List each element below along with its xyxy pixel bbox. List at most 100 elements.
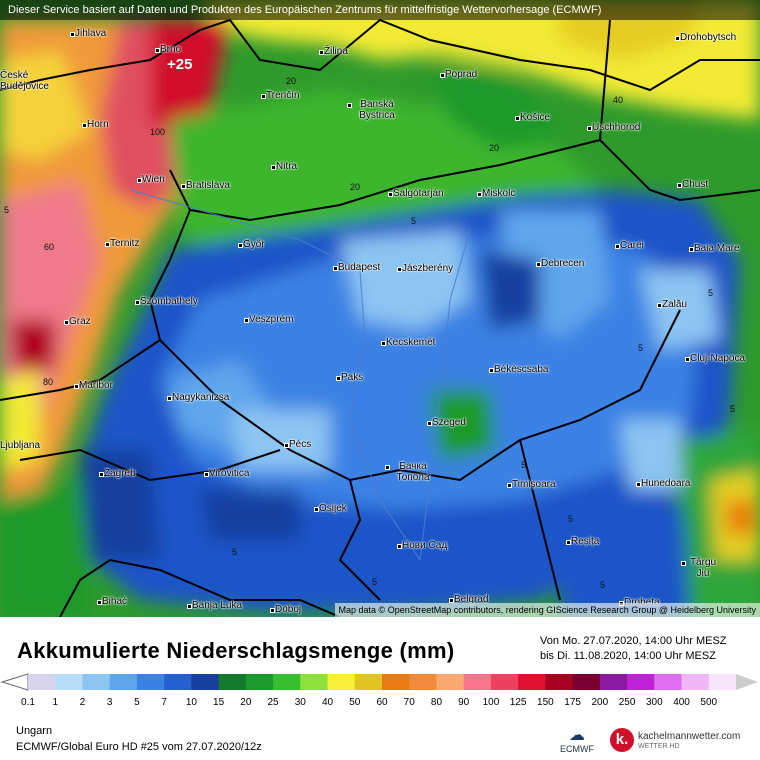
city-label: Paks — [335, 372, 364, 383]
city-label: Timișoara — [507, 479, 556, 490]
city-label: Zagreb — [99, 468, 136, 479]
scale-swatch — [273, 674, 301, 690]
scale-swatch — [164, 674, 192, 690]
city-label: Kecskemét — [380, 337, 436, 348]
isoline-label: 5 — [372, 577, 378, 587]
city-label: Békéscsaba — [488, 364, 549, 375]
scale-swatch — [518, 674, 546, 690]
isoline-label: 100 — [150, 127, 166, 137]
scale-tick-label: 250 — [618, 697, 636, 708]
scale-tick-label: 40 — [321, 697, 334, 708]
region-name: Ungarn — [16, 725, 53, 737]
city-label: Szombathely — [135, 296, 198, 307]
scale-tick-label: 200 — [591, 697, 609, 708]
legend-title: Akkumulierte Niederschlagsmenge (mm) — [17, 638, 455, 663]
scale-tick-label: 3 — [106, 697, 113, 708]
scale-swatch — [436, 674, 465, 690]
model-run-info: ECMWF/Global Euro HD #25 vom 27.07.2020/… — [16, 741, 262, 753]
city-label: Zalău — [656, 299, 688, 310]
city-label: Нови Сад — [396, 540, 448, 551]
city-label: Pécs — [283, 439, 312, 450]
scale-swatch — [382, 674, 410, 690]
city-label: Wien — [137, 174, 165, 185]
city-label: Drohobytsch — [674, 32, 737, 43]
city-label: České Budějovice — [0, 70, 49, 92]
city-label: Veszprém — [243, 314, 294, 325]
city-label: Maribor — [74, 380, 113, 391]
scale-tick-label: 80 — [430, 697, 443, 708]
scale-tick-label: 2 — [79, 697, 86, 708]
city-label: Hunedoara — [635, 478, 691, 489]
city-label: Ternitz — [104, 238, 140, 249]
city-label: Târgu Jiu — [681, 557, 720, 579]
scale-tick-label: 100 — [482, 697, 500, 708]
scale-swatch — [82, 674, 111, 690]
isoline-label: 20 — [489, 143, 500, 153]
city-label: Ljubljana — [0, 440, 41, 451]
color-scale-ticks: 0.1 1 2 3 5 7 10 15 20 25 30 40 50 60 70 80 90 100 125 150 1… — [0, 697, 760, 711]
period-from: Von Mo. 27.07.2020, 14:00 Uhr MESZ — [540, 635, 727, 647]
city-label: Banja Luka — [186, 600, 243, 611]
city-label: Osijek — [314, 503, 347, 514]
city-label: Jászberény — [396, 263, 454, 274]
scale-tick-label: 70 — [403, 697, 415, 708]
isoline-label: 80 — [43, 377, 54, 387]
scale-tick-label: 60 — [376, 697, 388, 708]
scale-swatch — [191, 674, 220, 690]
scale-swatch — [708, 674, 737, 690]
isoline-label: 60 — [44, 242, 55, 252]
isoline-label: 5 — [730, 404, 736, 414]
scale-tick-label: 150 — [537, 697, 554, 708]
scale-tick-label: 25 — [267, 697, 279, 708]
city-label: Virovitica — [203, 468, 250, 479]
city-label: Belgrad — [448, 594, 489, 605]
city-label: Baia Mare — [689, 243, 740, 254]
city-label: Brno — [154, 44, 182, 55]
data-source-banner: Dieser Service basiert auf Daten und Pro… — [0, 0, 760, 20]
map-attribution[interactable]: Map data © OpenStreetMap contributors, r… — [334, 603, 760, 617]
city-label: Bihać — [96, 596, 128, 607]
isoline-label: 5 — [232, 547, 238, 557]
color-scale-bar — [0, 673, 758, 691]
city-label: Bratislava — [181, 180, 230, 191]
city-label: Košice — [514, 112, 551, 123]
scale-tick-label: 7 — [161, 697, 167, 708]
scale-tick-label: 300 — [645, 697, 663, 708]
scale-swatch — [327, 674, 356, 690]
scale-swatch — [136, 674, 165, 690]
scale-tick-label: 1 — [52, 697, 58, 708]
city-label: Győr — [238, 239, 265, 250]
city-label: Reșița — [565, 536, 600, 547]
scale-tick-label: 125 — [509, 697, 527, 708]
city-label: Szeged — [427, 417, 466, 428]
ecmwf-logo: ☁ ECMWF — [560, 727, 594, 755]
kachelmannwetter-icon: k. — [610, 728, 634, 752]
scale-swatch — [354, 674, 383, 690]
city-label: Žilina — [319, 46, 348, 57]
forecast-period: Von Mo. 27.07.2020, 14:00 Uhr MESZ bis D… — [540, 634, 727, 664]
isoline-label: 5 — [411, 216, 417, 226]
scale-tick-label: 0.1 — [21, 697, 35, 708]
scale-swatch — [218, 674, 247, 690]
scale-tick-label: 400 — [673, 697, 690, 708]
city-label: Horn — [82, 119, 109, 130]
scale-swatch — [300, 674, 329, 690]
city-label: Cluj-Napoca — [684, 353, 746, 364]
scale-tick-label: 90 — [458, 697, 470, 708]
period-to: bis Di. 11.08.2020, 14:00 Uhr MESZ — [540, 650, 716, 662]
scale-swatch — [599, 674, 628, 690]
highlight-value: +25 — [167, 56, 193, 73]
isoline-label: 5 — [638, 343, 644, 353]
scale-tick-label: 30 — [294, 697, 306, 708]
scale-swatch — [409, 674, 437, 690]
ecmwf-icon: ☁ — [569, 727, 585, 744]
brand-subtitle: WETTER HD — [638, 743, 680, 750]
map-surface — [0, 0, 760, 617]
scale-swatch — [627, 674, 655, 690]
scale-tick-label: 500 — [700, 697, 718, 708]
scale-tick-label: 20 — [240, 697, 252, 708]
scale-arrow-left — [0, 673, 29, 691]
city-label: Doboj — [269, 604, 302, 615]
city-label: Poprad — [439, 69, 478, 80]
isoline-label: 20 — [286, 76, 297, 86]
